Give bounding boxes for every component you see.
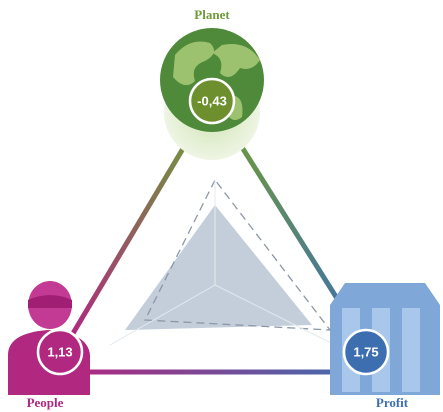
node-label: Profit bbox=[376, 395, 409, 410]
node-label: Planet bbox=[194, 7, 230, 22]
node-value: 1,13 bbox=[47, 344, 72, 359]
node-value: 1,75 bbox=[353, 344, 378, 359]
diagram: Planet -0,43 1,13 People 1,75 Profit bbox=[0, 0, 443, 412]
node-value: -0,43 bbox=[197, 93, 227, 108]
radar bbox=[110, 180, 335, 345]
node-label: People bbox=[27, 395, 64, 410]
planet-node: Planet -0,43 bbox=[160, 7, 264, 160]
people-node: 1,13 People bbox=[8, 281, 90, 410]
profit-node: 1,75 Profit bbox=[330, 283, 440, 410]
page: {"nodes": [ {"label": "Planet", "value":… bbox=[0, 0, 443, 412]
radar-area bbox=[125, 205, 312, 330]
column bbox=[402, 308, 420, 392]
